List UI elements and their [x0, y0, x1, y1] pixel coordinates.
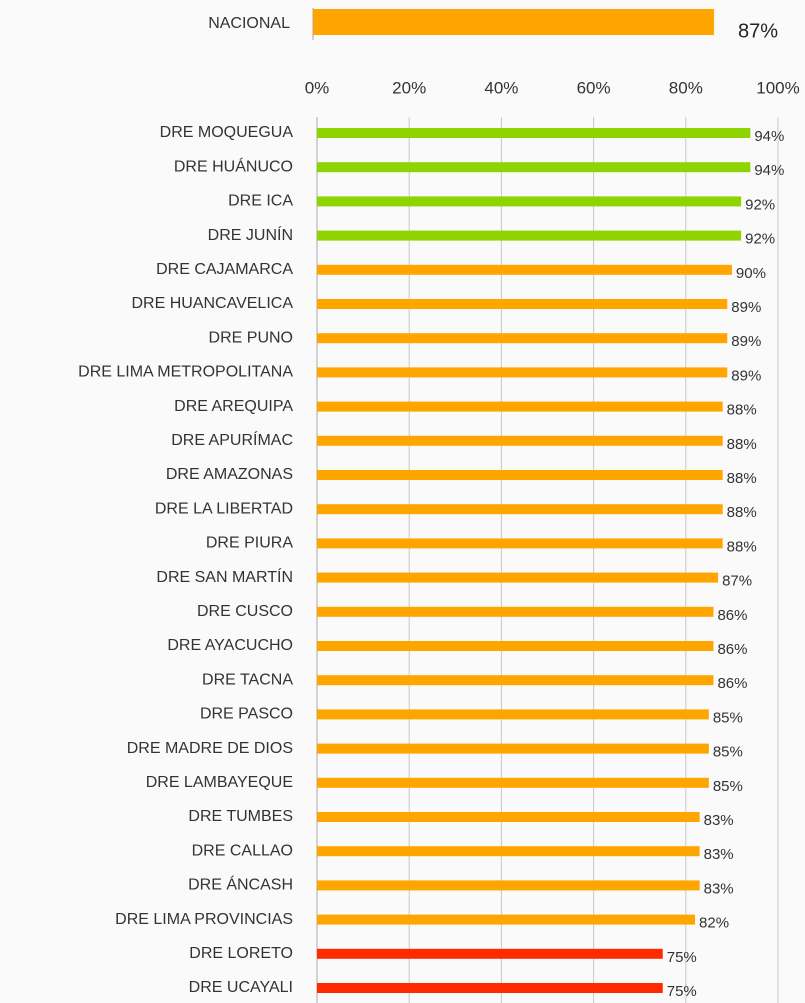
category-label: DRE CAJAMARCA: [156, 261, 293, 278]
bar: [317, 435, 723, 446]
category-label: DRE TACNA: [202, 671, 293, 688]
value-label: 88%: [727, 504, 757, 521]
value-label: 90%: [736, 265, 766, 282]
value-label: 87%: [722, 573, 752, 590]
x-tick-label: 100%: [756, 78, 799, 97]
bar: [317, 538, 723, 549]
value-label: 88%: [727, 436, 757, 453]
value-label: 87%: [738, 20, 778, 42]
x-tick-label: 40%: [484, 78, 518, 97]
bar: [317, 333, 728, 344]
category-label: DRE JUNÍN: [208, 225, 293, 244]
value-label: 82%: [699, 915, 729, 932]
category-label: DRE HUÁNUCO: [174, 156, 293, 175]
value-label: 92%: [745, 231, 775, 248]
category-label: DRE AYACUCHO: [167, 637, 293, 654]
category-label: DRE HUANCAVELICA: [131, 295, 293, 312]
bar: [317, 641, 714, 651]
value-label: 88%: [727, 402, 757, 419]
bar: [317, 299, 728, 309]
bar: [317, 880, 700, 891]
bar: [317, 846, 700, 857]
bar: [317, 709, 709, 720]
bar: [317, 162, 751, 173]
category-label: DRE PASCO: [200, 706, 293, 723]
bar: [317, 675, 714, 686]
category-label: DRE AREQUIPA: [174, 398, 293, 415]
bar: [317, 264, 732, 275]
value-label: 86%: [717, 607, 747, 624]
bar: [317, 948, 663, 959]
category-label: DRE AMAZONAS: [166, 466, 293, 483]
bar: [317, 196, 742, 207]
category-label: NACIONAL: [208, 15, 290, 32]
value-label: 94%: [754, 162, 784, 179]
category-label: DRE LORETO: [189, 945, 293, 962]
bar: [317, 367, 728, 378]
category-label: DRE PIURA: [206, 535, 293, 552]
category-label: DRE MOQUEGUA: [160, 124, 294, 141]
value-label: 85%: [713, 744, 743, 761]
value-label: 94%: [754, 128, 784, 145]
x-tick-label: 80%: [669, 78, 703, 97]
value-label: 92%: [745, 196, 775, 213]
x-tick-label: 60%: [577, 78, 611, 97]
category-label: DRE CALLAO: [192, 842, 293, 859]
category-label: DRE LA LIBERTAD: [155, 500, 293, 517]
value-label: 85%: [713, 709, 743, 726]
bar: [317, 470, 723, 480]
category-label: DRE LIMA PROVINCIAS: [115, 911, 293, 928]
bar: [317, 777, 709, 788]
value-label: 89%: [731, 333, 761, 350]
value-label: 86%: [717, 641, 747, 658]
bar: [317, 812, 700, 822]
value-label: 83%: [704, 812, 734, 829]
value-label: 89%: [731, 367, 761, 384]
bar: [317, 230, 742, 241]
x-tick-label: 0%: [305, 78, 330, 97]
category-label: DRE ÁNCASH: [188, 875, 293, 894]
value-label: 75%: [667, 949, 697, 966]
category-label: DRE LAMBAYEQUE: [146, 774, 293, 791]
bar: [317, 743, 709, 754]
bar: [317, 983, 663, 993]
category-label: DRE TUMBES: [188, 808, 293, 825]
value-label: 85%: [713, 778, 743, 795]
value-label: 83%: [704, 880, 734, 897]
category-label: DRE APURÍMAC: [171, 430, 293, 449]
bar: [317, 128, 751, 138]
value-label: 88%: [727, 470, 757, 487]
category-label: DRE UCAYALI: [189, 979, 293, 996]
category-label: DRE PUNO: [209, 329, 293, 346]
value-label: 75%: [667, 983, 697, 1000]
bar: [317, 572, 719, 583]
bar: [317, 504, 723, 515]
category-label: DRE MADRE DE DIOS: [127, 740, 293, 757]
category-label: DRE ICA: [228, 193, 293, 210]
value-label: 83%: [704, 846, 734, 863]
bar: [313, 9, 715, 35]
category-label: DRE LIMA METROPOLITANA: [78, 364, 293, 381]
category-label: DRE CUSCO: [197, 603, 293, 620]
bar: [317, 914, 696, 925]
bar: [317, 401, 723, 412]
bar: [317, 606, 714, 617]
value-label: 86%: [717, 675, 747, 692]
category-label: DRE SAN MARTÍN: [156, 567, 293, 586]
value-label: 89%: [731, 299, 761, 316]
x-tick-label: 20%: [392, 78, 426, 97]
value-label: 88%: [727, 538, 757, 555]
